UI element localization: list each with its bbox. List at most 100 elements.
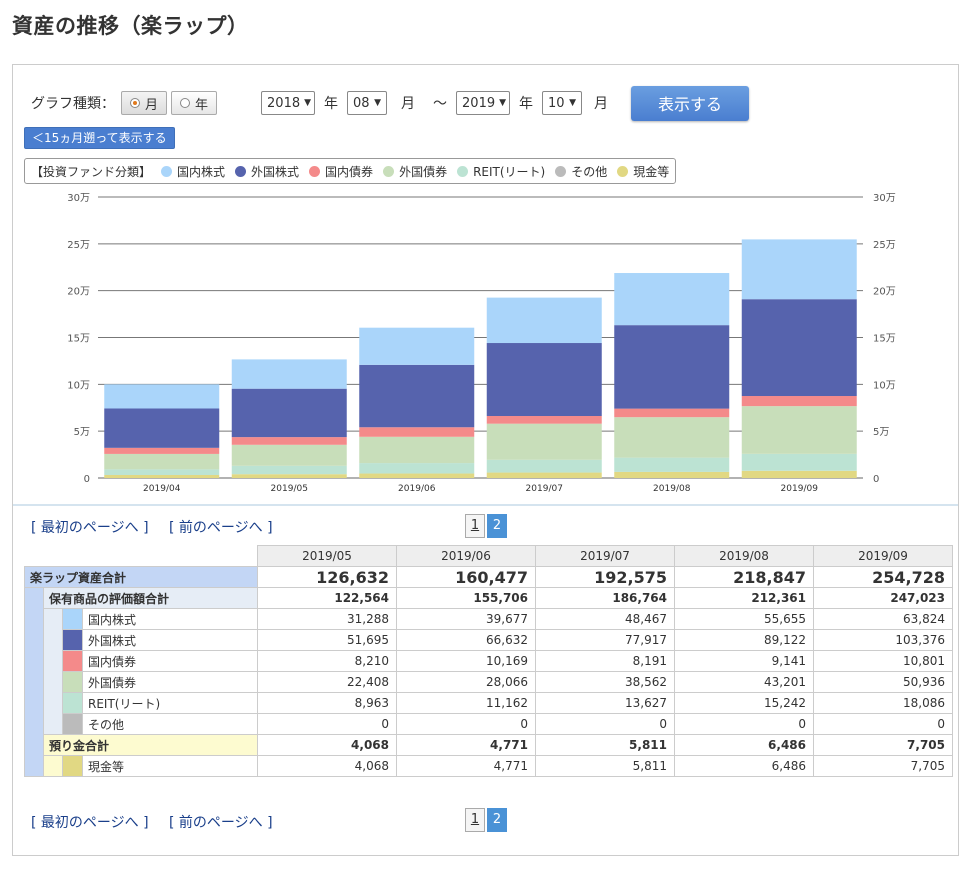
legend-swatch-icon — [161, 165, 173, 177]
graph-type-label: グラフ種類： — [31, 96, 115, 112]
legend-item: その他 — [555, 163, 607, 180]
asset-chart: 0 0 5万 5万 10万 10万 15万 15万 20万 20万 25万 25万 30万 30万 2019… — [67, 193, 896, 494]
from-month-value: 08 — [353, 95, 370, 111]
radio-year[interactable]: 年 — [171, 91, 218, 115]
cell-value: 8,210 — [257, 650, 397, 672]
prev-page-link[interactable]: [ 前のページへ ] — [169, 815, 273, 831]
divider — [13, 504, 958, 506]
cell-value: 103,376 — [813, 629, 953, 651]
cell-value: 39,677 — [396, 608, 536, 630]
legend-label: REIT(リート) — [473, 164, 546, 179]
show-button[interactable]: 表示する — [631, 85, 750, 121]
category-swatch — [62, 755, 83, 777]
bar-segment — [231, 359, 347, 389]
legend-item: 国内債券 — [309, 163, 373, 180]
bar-segment — [231, 388, 347, 438]
first-page-link[interactable]: [ 最初のページへ ] — [31, 815, 149, 831]
bar-segment — [104, 447, 220, 454]
legend-swatch-icon — [383, 165, 395, 177]
table-row: 外国株式 51,695 66,632 77,917 89,122 103,376 — [25, 629, 953, 651]
to-month-select[interactable]: 10 ▼ — [542, 91, 583, 115]
y-tick-label-left: 0 — [84, 474, 90, 485]
legend-label: 現金等 — [633, 164, 670, 179]
to-year-value: 2019 — [462, 95, 496, 111]
legend-item: REIT(リート) — [457, 163, 545, 180]
row-label: 楽ラップ資産合計 — [24, 566, 258, 588]
bar-segment — [359, 364, 475, 428]
row-label: 保有商品の評価額合計 — [43, 587, 258, 609]
legend-item: 現金等 — [617, 163, 669, 180]
cell-value: 38,562 — [535, 671, 675, 693]
page-numbers-bottom: 1 2 — [465, 808, 509, 832]
from-year-select[interactable]: 2018 ▼ — [261, 91, 316, 115]
dropdown-arrow-icon: ▼ — [374, 98, 382, 108]
bar-segment — [359, 473, 475, 478]
cell-value: 15,242 — [674, 692, 814, 714]
cell-value: 18,086 — [813, 692, 953, 714]
table-row-total: 楽ラップ資産合計 126,632 160,477 192,575 218,847 254,… — [24, 566, 953, 588]
column-header: 2019/07 — [535, 545, 675, 567]
row-indent — [43, 608, 63, 735]
year-unit: 年 — [324, 96, 339, 112]
table-row: 国内株式 31,288 39,677 48,467 55,655 63,824 — [25, 608, 953, 735]
page-1-link[interactable]: 1 — [465, 514, 485, 538]
back-15-months-button[interactable]: ＜15ヵ月遡って表示する — [24, 127, 175, 149]
y-tick-label-right: 20万 — [873, 287, 896, 298]
radio-dot-icon — [130, 98, 140, 108]
bar-segment — [231, 465, 347, 475]
legend-item: 国内株式 — [161, 163, 225, 180]
x-tick-label: 2019/06 — [398, 484, 436, 494]
legend-swatch-icon — [309, 165, 321, 177]
prev-page-link[interactable]: [ 前のページへ ] — [169, 520, 273, 536]
holdings-value: 212,361 — [674, 587, 814, 609]
legend-title: 【投資ファンド分類】 — [31, 164, 152, 179]
bar-segment — [614, 408, 730, 418]
bar-segment — [231, 474, 347, 478]
category-swatch — [62, 671, 83, 693]
y-tick-label-right: 0 — [873, 474, 879, 485]
category-swatch — [62, 650, 83, 672]
deposit-value: 5,811 — [535, 734, 675, 756]
radio-year-label: 年 — [195, 97, 209, 113]
row-label: その他 — [82, 713, 258, 735]
page-1-link[interactable]: 1 — [465, 808, 485, 832]
year-unit: 年 — [519, 96, 534, 112]
radio-month[interactable]: 月 — [121, 91, 168, 115]
bar-segment — [614, 471, 730, 478]
x-tick-label: 2019/09 — [781, 484, 819, 494]
bar-segment — [359, 463, 475, 474]
cell-value: 5,811 — [535, 755, 675, 777]
bar-segment — [486, 297, 602, 344]
legend-item: 外国株式 — [235, 163, 299, 180]
y-tick-label-left: 30万 — [67, 193, 90, 204]
bar-segment — [741, 470, 857, 478]
bar-segment — [359, 327, 475, 365]
total-value: 126,632 — [257, 566, 397, 588]
bar-segment — [486, 459, 602, 473]
from-month-select[interactable]: 08 ▼ — [347, 91, 388, 115]
to-month-value: 10 — [548, 95, 565, 111]
to-year-select[interactable]: 2019 ▼ — [456, 91, 511, 115]
cell-value: 50,936 — [813, 671, 953, 693]
bar-segment — [231, 437, 347, 445]
cell-value: 8,191 — [535, 650, 675, 672]
row-label: REIT(リート) — [82, 692, 258, 714]
table-row: 国内債券 8,210 10,169 8,191 9,141 10,801 — [25, 650, 953, 672]
x-tick-label: 2019/04 — [143, 484, 181, 494]
cell-value: 0 — [813, 713, 953, 735]
bar-segment — [359, 427, 475, 437]
bar-segment — [486, 343, 602, 417]
bar-segment — [231, 444, 347, 466]
bar-segment — [614, 273, 730, 326]
cell-value: 31,288 — [257, 608, 397, 630]
cell-value: 0 — [257, 713, 397, 735]
category-swatch — [62, 629, 83, 651]
cell-value: 10,169 — [396, 650, 536, 672]
row-label: 外国株式 — [82, 629, 258, 651]
y-tick-label-right: 25万 — [873, 240, 896, 251]
dropdown-arrow-icon: ▼ — [569, 98, 577, 108]
first-page-link[interactable]: [ 最初のページへ ] — [31, 520, 149, 536]
column-header: 2019/06 — [396, 545, 536, 567]
x-tick-label: 2019/05 — [271, 484, 308, 494]
pager-links-bottom: [ 最初のページへ ] [ 前のページへ ] — [31, 812, 289, 832]
